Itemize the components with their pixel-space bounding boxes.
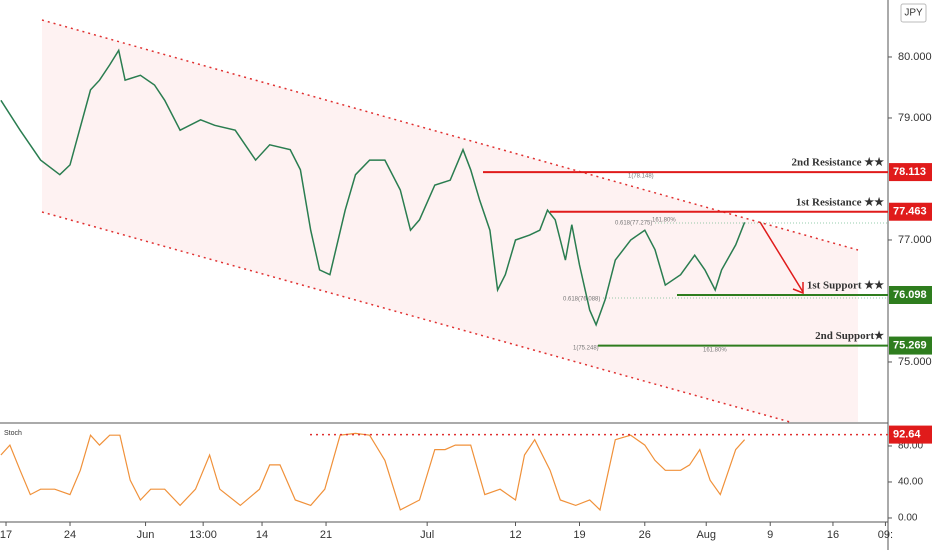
currency-box[interactable] bbox=[900, 3, 927, 23]
price-line bbox=[0, 48, 746, 327]
level-badge-value: 75.269 bbox=[893, 339, 927, 351]
level-badge-value: 77.463 bbox=[893, 206, 927, 218]
fib-label: 0.618(76.088) bbox=[563, 297, 600, 303]
level-badge-value: 76.098 bbox=[893, 289, 927, 301]
y-tick-label: 75.000 bbox=[898, 356, 932, 368]
stoch-y-tick-label: 0.00 bbox=[898, 513, 918, 524]
fib-label: 0.618(77.275) bbox=[615, 221, 652, 227]
stoch-badge-value: 92.64 bbox=[893, 429, 921, 441]
x-tick-label: 19 bbox=[573, 529, 585, 541]
stoch-y-tick-label: 40.00 bbox=[898, 477, 923, 488]
arrow bbox=[759, 221, 804, 293]
level-label: 1st Support ★★ bbox=[807, 280, 884, 292]
level-label: 2nd Resistance ★★ bbox=[792, 157, 885, 169]
x-tick-label: 26 bbox=[639, 529, 651, 541]
x-tick-label: 12 bbox=[509, 529, 521, 541]
x-tick-label: 21 bbox=[320, 529, 332, 541]
x-tick-label: 24 bbox=[64, 529, 76, 541]
x-tick-label: 14 bbox=[256, 529, 268, 541]
x-tick-label: Jun bbox=[137, 529, 155, 541]
fib-label: 161.80% bbox=[703, 348, 727, 354]
level-badge-value: 78.113 bbox=[893, 166, 926, 178]
stoch-line bbox=[0, 432, 746, 512]
x-tick-label: Jul bbox=[420, 529, 434, 541]
y-tick-label: 77.000 bbox=[898, 234, 932, 246]
x-tick-label: 17 bbox=[0, 529, 12, 541]
level-badge bbox=[889, 336, 932, 355]
level-badge bbox=[889, 163, 932, 182]
x-tick-label: 16 bbox=[827, 529, 839, 541]
fib-label: 1(75.248) bbox=[573, 346, 599, 352]
arrow-head bbox=[792, 282, 804, 295]
currency: JPY bbox=[904, 8, 923, 19]
level-badge bbox=[889, 202, 932, 221]
y-tick-label: 79.000 bbox=[898, 112, 932, 124]
x-tick-label: 13:00 bbox=[189, 529, 217, 541]
fib-label: 1(78.148) bbox=[628, 174, 654, 180]
level-label: 2nd Support★ bbox=[815, 330, 884, 342]
x-tick-label: Aug bbox=[696, 529, 716, 541]
channel-fill bbox=[42, 20, 858, 422]
stoch-badge bbox=[889, 425, 932, 444]
fib-label: 161.80% bbox=[652, 218, 676, 224]
level-badge bbox=[889, 285, 932, 304]
y-tick-label: 80.000 bbox=[898, 51, 932, 63]
stoch-y-tick-label: 80.00 bbox=[898, 441, 923, 452]
x-tick-label: 09: bbox=[878, 529, 893, 541]
x-tick-label: 9 bbox=[767, 529, 773, 541]
level-label: 1st Resistance ★★ bbox=[796, 196, 884, 208]
stoch-title: Stoch bbox=[4, 430, 22, 437]
